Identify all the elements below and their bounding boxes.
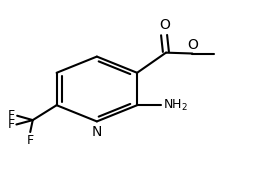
Text: O: O [187,38,198,52]
Text: NH$_2$: NH$_2$ [163,98,188,113]
Text: F: F [8,109,15,122]
Text: N: N [92,125,102,138]
Text: F: F [27,134,34,147]
Text: O: O [159,18,170,32]
Text: F: F [7,118,14,131]
